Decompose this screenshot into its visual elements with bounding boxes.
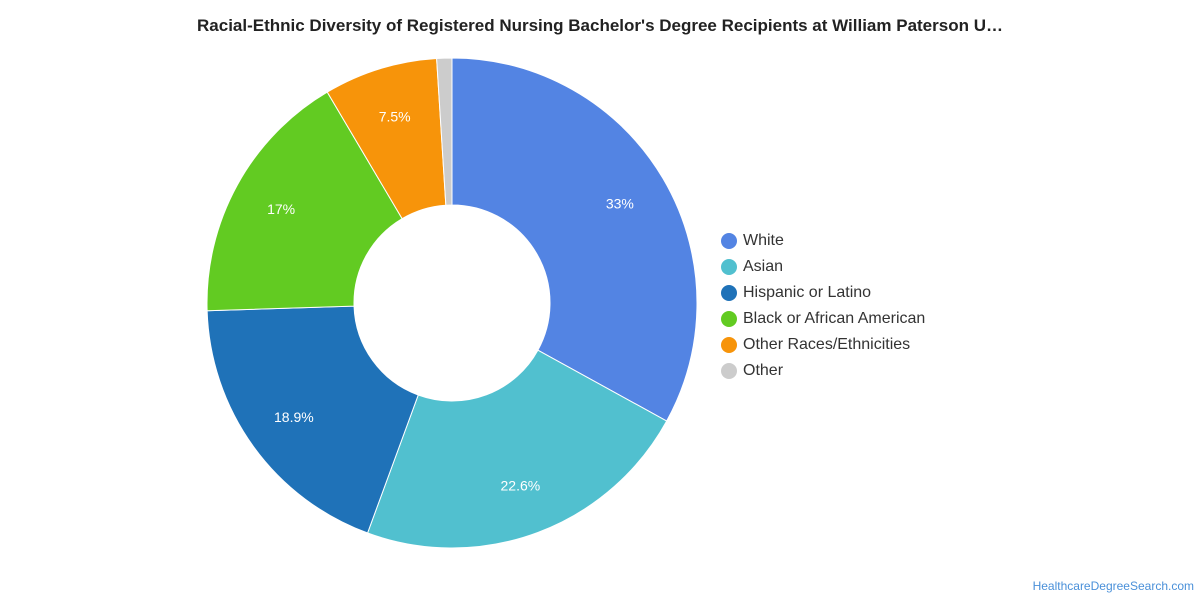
legend-label: Other [743, 362, 784, 379]
data-label-asian: 22.6% [501, 478, 541, 494]
slice-asian[interactable] [366, 349, 668, 549]
slice-hispanic-or-latino[interactable] [206, 305, 419, 534]
slice-black-or-african-american[interactable] [206, 91, 403, 312]
legend-item-black-or-african-american[interactable]: Black or African American [721, 306, 925, 332]
chart-legend: White Asian Hispanic or Latino Black or Afr… [721, 228, 925, 384]
slice-white[interactable] [451, 57, 698, 422]
legend-label: White [743, 232, 784, 249]
legend-swatch [721, 311, 737, 327]
legend-label: Asian [743, 258, 784, 275]
legend-swatch [721, 259, 737, 275]
legend-label: Hispanic or Latino [743, 284, 872, 301]
chart-title: Racial-Ethnic Diversity of Registered Nu… [197, 16, 1003, 35]
data-label-other-races-ethnicities: 7.5% [379, 109, 411, 125]
slice-other[interactable] [436, 57, 453, 206]
legend-swatch [721, 233, 737, 249]
legend-item-white[interactable]: White [721, 228, 925, 254]
legend-item-hispanic-or-latino[interactable]: Hispanic or Latino [721, 280, 925, 306]
legend-swatch [721, 363, 737, 379]
legend-label: Black or African American [743, 310, 926, 327]
legend-label: Other Races/Ethnicities [743, 336, 911, 353]
source-watermark[interactable]: HealthcareDegreeSearch.com [1032, 579, 1194, 593]
legend-item-other[interactable]: Other [721, 358, 925, 384]
data-label-white: 33% [606, 196, 634, 212]
legend-item-other-races-ethnicities[interactable]: Other Races/Ethnicities [721, 332, 925, 358]
legend-swatch [721, 285, 737, 301]
legend-item-asian[interactable]: Asian [721, 254, 925, 280]
data-label-hispanic-or-latino: 18.9% [274, 409, 314, 425]
data-label-black-or-african-american: 17% [267, 201, 295, 217]
legend-swatch [721, 337, 737, 353]
